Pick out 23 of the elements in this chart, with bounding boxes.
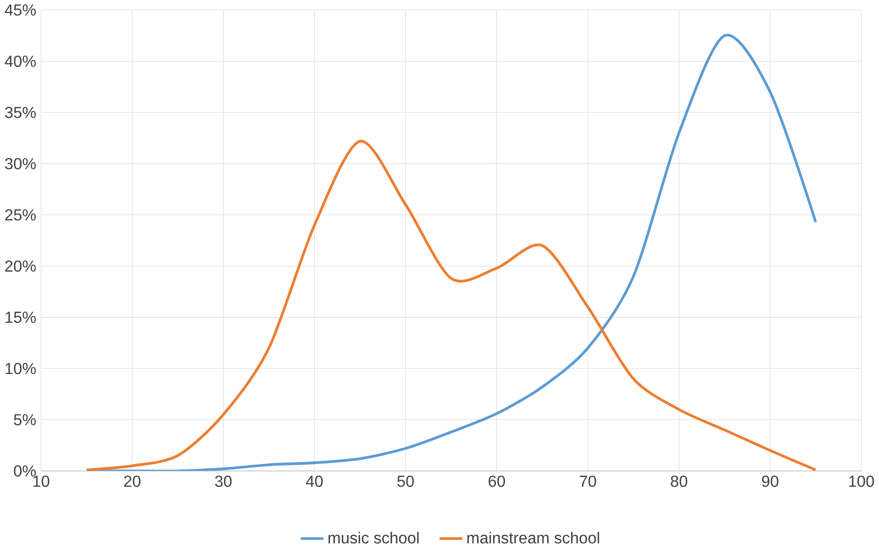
y-tick-label: 5% (14, 414, 36, 426)
y-tick-label: 45% (4, 4, 36, 16)
x-tick-label: 90 (762, 476, 778, 488)
x-tick-label: 30 (215, 476, 232, 488)
y-tick-label: 15% (6, 312, 36, 324)
y-tick-label: 10% (6, 363, 36, 374)
y-tick-label: 0% (14, 465, 36, 477)
x-tick-label: 60 (488, 476, 505, 488)
y-tick-label: 20% (5, 260, 36, 272)
legend-label: music school (328, 532, 419, 544)
y-tick-label: 30% (5, 158, 36, 170)
x-tick-label: 10 (33, 476, 50, 488)
x-tick-label: 50 (397, 476, 414, 488)
y-tick-label: 35% (5, 106, 36, 118)
legend-label: mainstream school (467, 532, 600, 544)
y-tick-label: 25% (5, 209, 36, 221)
x-tick-label: 40 (306, 476, 323, 488)
x-tick-label: 20 (124, 476, 140, 488)
x-tick-label: 80 (670, 476, 688, 488)
line-series (85, 140, 818, 472)
x-tick-label: 100 (849, 476, 874, 488)
x-tick-label: 70 (580, 476, 596, 488)
y-tick-label: 40% (4, 56, 36, 68)
